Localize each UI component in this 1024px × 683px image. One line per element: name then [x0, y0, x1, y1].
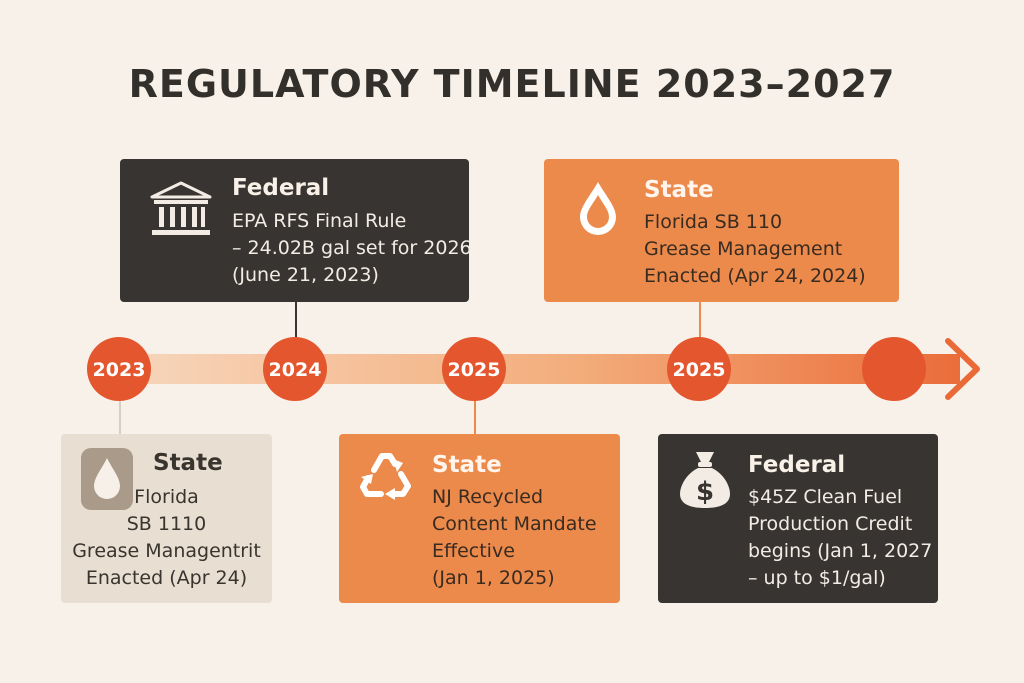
card-description: Florida SB 1110 Grease Managentrit Enact… — [61, 484, 272, 592]
timeline-node: 2023 — [87, 337, 151, 401]
card-line: EPA RFS Final Rule — [232, 210, 407, 232]
card-description: EPA RFS Final Rule – 24.02B gal set for … — [232, 208, 472, 289]
card-line: Effective — [432, 540, 515, 562]
card-line: Florida — [134, 486, 199, 508]
card-federal-epa: Federal EPA RFS Final Rule – 24.02B gal … — [120, 159, 472, 302]
card-line: $45Z Clean Fuel — [748, 486, 903, 508]
card-category: State — [644, 177, 714, 203]
connector-state-top — [699, 302, 701, 346]
card-line: – up to $1/gal) — [748, 567, 886, 589]
card-category: State — [432, 452, 502, 478]
card-line: Enacted (Apr 24, 2024) — [644, 265, 866, 287]
card-line: Grease Management — [644, 238, 843, 260]
card-state-florida-sb1110: State Florida SB 1110 Grease Managentrit… — [61, 434, 272, 603]
card-line: (June 21, 2023) — [232, 264, 379, 286]
node-label: 2023 — [93, 359, 146, 381]
timeline-node-end — [862, 337, 926, 401]
connector-fed-top — [295, 302, 297, 346]
timeline-node: 2024 — [263, 337, 327, 401]
card-description: NJ Recycled Content Mandate Effective (J… — [432, 484, 597, 592]
card-federal-45z: $ Federal $45Z Clean Fuel Production Cre… — [658, 434, 938, 603]
card-description: $45Z Clean Fuel Production Credit begins… — [748, 484, 932, 592]
card-state-nj-recycled: State NJ Recycled Content Mandate Effect… — [339, 434, 620, 603]
money-bag-icon: $ — [680, 452, 730, 508]
card-line: Grease Managentrit — [72, 540, 261, 562]
card-line: NJ Recycled — [432, 486, 544, 508]
page-title: REGULATORY TIMELINE 2023–2027 — [128, 62, 896, 106]
svg-text:$: $ — [696, 477, 714, 507]
recycle-icon — [360, 453, 411, 500]
card-line: Production Credit — [748, 513, 913, 535]
card-line: begins (Jan 1, 2027 — [748, 540, 933, 562]
node-label: 2025 — [448, 359, 501, 381]
card-line: – 24.02B gal set for 2026 — [232, 237, 472, 259]
card-line: (Jan 1, 2025) — [432, 567, 555, 589]
timeline-bar — [100, 354, 960, 384]
connector-state-mid — [474, 398, 476, 434]
timeline-node: 2025 — [667, 337, 731, 401]
timeline-node: 2025 — [442, 337, 506, 401]
timeline-arrowhead — [945, 338, 980, 400]
card-category: Federal — [748, 452, 846, 478]
oil-drop-icon — [81, 448, 133, 510]
card-line: Florida SB 110 — [644, 211, 783, 233]
card-line: SB 1110 — [126, 513, 207, 535]
card-category: Federal — [232, 175, 330, 201]
card-category: State — [153, 450, 223, 476]
card-line: Content Mandate — [432, 513, 597, 535]
node-label: 2025 — [673, 359, 726, 381]
card-line: Enacted (Apr 24) — [85, 567, 248, 589]
oil-drop-icon — [580, 182, 616, 235]
card-state-florida-sb110: State Florida SB 110 Grease Management E… — [544, 159, 899, 302]
connector-state-left — [119, 398, 121, 434]
node-label: 2024 — [269, 359, 322, 381]
card-description: Florida SB 110 Grease Management Enacted… — [644, 209, 866, 290]
government-building-icon — [150, 181, 212, 235]
